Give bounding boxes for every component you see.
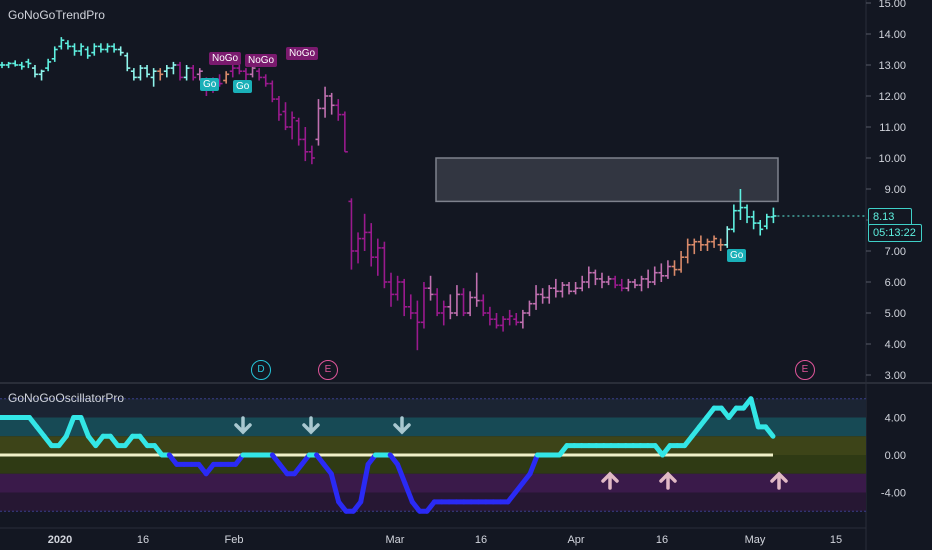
- x-axis-tick-label: 16: [475, 534, 487, 546]
- oscillator-band: [0, 473, 866, 493]
- go-flag: Go: [727, 249, 747, 262]
- down-arrow-icon: [393, 416, 411, 435]
- oscillator-segment: [527, 452, 540, 477]
- x-axis-tick-label: 16: [137, 534, 149, 546]
- oscillator-segment: [395, 461, 408, 486]
- up-arrow-icon: [659, 471, 677, 490]
- price-y-tick-label: 11.00: [879, 122, 906, 134]
- price-y-tick-label: 4.00: [885, 339, 906, 351]
- oscillator-segment: [328, 471, 342, 505]
- up-arrow-icon: [770, 471, 788, 490]
- price-y-tick-label: 12.00: [878, 91, 906, 103]
- price-y-tick-label: 5.00: [885, 308, 906, 320]
- x-axis-tick-label: 16: [656, 534, 668, 546]
- nogo-flag: NoGo: [245, 54, 278, 67]
- x-axis-tick-label: May: [745, 534, 766, 546]
- oscillator-segment: [358, 461, 371, 505]
- down-arrow-icon: [234, 416, 252, 435]
- price-y-tick-label: 13.00: [878, 60, 906, 72]
- x-axis-tick-label: 2020: [48, 534, 72, 546]
- oscillator-segment: [748, 396, 761, 430]
- x-axis-tick-label: 15: [830, 534, 842, 546]
- nogo-flag: NoGo: [209, 52, 242, 65]
- countdown-tag: 05:13:22: [868, 224, 922, 242]
- price-indicator-title: GoNoGoTrendPro: [8, 8, 105, 22]
- oscillator-band: [0, 455, 866, 474]
- price-y-tick-label: 15.00: [878, 0, 906, 10]
- oscillator-segment: [402, 480, 415, 505]
- oscillator-indicator-title: GoNoGoOscillatorPro: [8, 391, 125, 405]
- oscillator-band: [0, 398, 866, 418]
- oscillator-y-tick-label: 0.00: [885, 450, 906, 462]
- nogo-flag: NoGo: [286, 47, 319, 60]
- oscillator-segment: [763, 424, 776, 439]
- price-y-tick-label: 9.00: [885, 184, 906, 196]
- price-y-tick-label: 7.00: [885, 246, 906, 258]
- oscillator-y-tick-label: -4.00: [881, 488, 906, 500]
- price-y-tick-label: 14.00: [878, 29, 906, 41]
- oscillator-segment: [63, 415, 77, 439]
- earnings-event-marker[interactable]: E: [795, 360, 815, 380]
- oscillator-y-tick-label: 4.00: [885, 413, 906, 425]
- dividend-event-marker[interactable]: D: [251, 360, 271, 380]
- price-y-tick-label: 6.00: [885, 277, 906, 289]
- go-flag: Go: [233, 80, 253, 93]
- resistance-zone: [435, 157, 779, 203]
- go-flag: Go: [200, 78, 220, 91]
- x-axis-tick-label: Mar: [386, 534, 405, 546]
- price-y-tick-label: 3.00: [885, 370, 906, 382]
- oscillator-segment: [78, 415, 91, 439]
- price-y-tick-label: 10.00: [878, 153, 906, 165]
- down-arrow-icon: [302, 416, 320, 435]
- earnings-event-marker[interactable]: E: [318, 360, 338, 380]
- oscillator-band: [0, 417, 866, 437]
- x-axis-tick-label: Feb: [225, 534, 244, 546]
- up-arrow-icon: [601, 471, 619, 490]
- oscillator-band: [0, 436, 866, 455]
- x-axis-tick-label: Apr: [567, 534, 584, 546]
